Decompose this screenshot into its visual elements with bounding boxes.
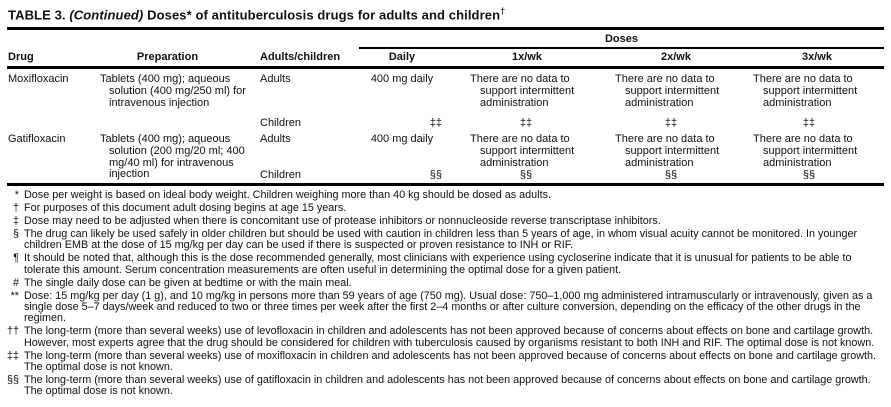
- footnote: † For purposes of this document adult do…: [7, 202, 884, 215]
- footnote-text: The long-term (more than several weeks) …: [24, 325, 875, 349]
- footnote: §§ The long-term (more than several week…: [7, 373, 884, 398]
- footnotes-section: * Dose per weight is based on ideal body…: [7, 186, 884, 397]
- dose-3xwk-children-symbol: §§: [802, 168, 816, 181]
- adults-label: Adults: [260, 73, 291, 86]
- footnote: § The drug can likely be used safely in …: [7, 228, 884, 252]
- footnote-marker: †: [12, 202, 19, 215]
- footnote: ‡ Dose may need to be adjusted when ther…: [7, 215, 884, 228]
- column-header-daily: Daily: [388, 51, 416, 64]
- dose-daily-adults: 400 mg daily: [370, 73, 434, 86]
- children-label: Children: [260, 168, 301, 181]
- header-spacer: [7, 33, 359, 49]
- footnote-marker: ‡‡: [7, 349, 20, 362]
- dose-2xwk-children-symbol: ‡‡: [664, 116, 678, 129]
- dose-daily-children-symbol: ‡‡: [429, 116, 442, 129]
- footnote: ¶ It should be noted that, although this…: [7, 253, 884, 276]
- dose-3xwk-children-symbol: ‡‡: [802, 116, 816, 129]
- dose-1xwk-cell: There are no data to support intermitten…: [452, 134, 602, 181]
- preparation-cell: Tablets (400 mg); aqueous solution (400 …: [100, 74, 253, 129]
- dose-3xwk-adults: There are no data to support intermitten…: [753, 133, 858, 169]
- column-header-2xwk: 2x/wk: [661, 51, 691, 64]
- children-label: Children: [260, 116, 301, 129]
- dose-1xwk-children-symbol: §§: [519, 168, 533, 181]
- footnote: †† The long-term (more than several week…: [7, 326, 884, 349]
- footnote-marker: #: [12, 276, 19, 289]
- footnote: # The single daily dose can be given at …: [7, 276, 884, 289]
- footnote-marker: §§: [7, 373, 20, 386]
- dose-1xwk-children-symbol: ‡‡: [519, 116, 533, 129]
- dose-3xwk-cell: There are no data to support intermitten…: [750, 74, 884, 129]
- footnote-text: Dose may need to be adjusted when there …: [24, 215, 661, 228]
- dose-daily-cell: 400 mg daily §§: [352, 134, 452, 181]
- table-title-dagger-symbol: †: [500, 6, 506, 16]
- table-row-moxifloxacin: Moxifloxacin Tablets (400 mg); aqueous s…: [7, 69, 884, 129]
- footnote-text: The single daily dose can be given at be…: [24, 276, 352, 289]
- footnote-text: The drug can likely be used safely in ol…: [24, 228, 858, 252]
- dose-2xwk-adults: There are no data to support intermitten…: [615, 73, 720, 109]
- dose-daily-adults: 400 mg daily: [370, 133, 434, 146]
- drug-name: Moxifloxacin: [8, 73, 69, 86]
- dose-daily-children-symbol: §§: [429, 168, 442, 181]
- footnote-text: It should be noted that, although this i…: [24, 252, 852, 276]
- footnote: * Dose per weight is based on ideal body…: [7, 189, 884, 202]
- footnote-marker: **: [10, 289, 19, 302]
- dose-daily-cell: 400 mg daily ‡‡: [352, 74, 452, 129]
- preparation-cell: Tablets (400 mg); aqueous solution (200 …: [100, 133, 253, 181]
- footnote: ‡‡ The long-term (more than several week…: [7, 349, 884, 374]
- table-title-continued: (Continued): [69, 7, 144, 23]
- adults-children-cell: Adults Children: [253, 74, 352, 129]
- preparation-text: Tablets (400 mg); aqueous solution (400 …: [100, 73, 246, 109]
- dose-2xwk-cell: There are no data to support intermitten…: [602, 134, 750, 181]
- footnote-marker: §: [12, 228, 19, 241]
- table-title: TABLE 3. (Continued) Doses* of antituber…: [7, 4, 884, 31]
- column-header-1xwk: 1x/wk: [512, 51, 542, 64]
- footnote-text: Dose: 15 mg/kg per day (1 g), and 10 mg/…: [24, 289, 873, 325]
- adults-label: Adults: [260, 133, 291, 146]
- dose-2xwk-adults: There are no data to support intermitten…: [615, 133, 720, 169]
- table-title-main: Doses* of antituberculosis drugs for adu…: [147, 7, 501, 23]
- preparation-text: Tablets (400 mg); aqueous solution (200 …: [100, 133, 245, 181]
- column-header-drug: Drug: [8, 51, 34, 64]
- footnote-text: For purposes of this document adult dosi…: [24, 202, 347, 215]
- dose-1xwk-cell: There are no data to support intermitten…: [452, 74, 602, 129]
- footnote-text: Dose per weight is based on ideal body w…: [24, 189, 551, 202]
- table-header: Doses Drug Preparation Adults/children D…: [7, 30, 884, 70]
- dose-3xwk-cell: There are no data to support intermitten…: [750, 134, 884, 181]
- table-title-label: TABLE 3.: [8, 7, 66, 23]
- column-header-adults-children: Adults/children: [260, 51, 341, 64]
- dose-2xwk-cell: There are no data to support intermitten…: [602, 74, 750, 129]
- adults-children-cell: Adults Children: [253, 134, 352, 181]
- footnote-text: The long-term (more than several weeks) …: [24, 349, 877, 374]
- dose-1xwk-adults: There are no data to support intermitten…: [470, 133, 575, 169]
- footnote-marker: ‡: [12, 215, 19, 228]
- doses-group-header: Doses: [359, 33, 884, 50]
- dose-3xwk-adults: There are no data to support intermitten…: [753, 73, 858, 109]
- dose-1xwk-adults: There are no data to support intermitten…: [470, 73, 575, 109]
- dose-2xwk-children-symbol: §§: [664, 168, 678, 181]
- table-row-gatifloxacin: Gatifloxacin Tablets (400 mg); aqueous s…: [7, 129, 884, 181]
- column-header-preparation: Preparation: [136, 51, 199, 64]
- footnote-marker: ††: [7, 325, 20, 338]
- footnote-marker: ¶: [13, 252, 19, 265]
- footnote-marker: *: [14, 189, 19, 202]
- footnote: ** Dose: 15 mg/kg per day (1 g), and 10 …: [7, 289, 884, 325]
- table-body: Moxifloxacin Tablets (400 mg); aqueous s…: [7, 69, 884, 187]
- footnote-text: The long-term (more than several weeks) …: [24, 373, 871, 398]
- drug-name: Gatifloxacin: [8, 133, 66, 146]
- column-header-3xwk: 3x/wk: [802, 51, 832, 64]
